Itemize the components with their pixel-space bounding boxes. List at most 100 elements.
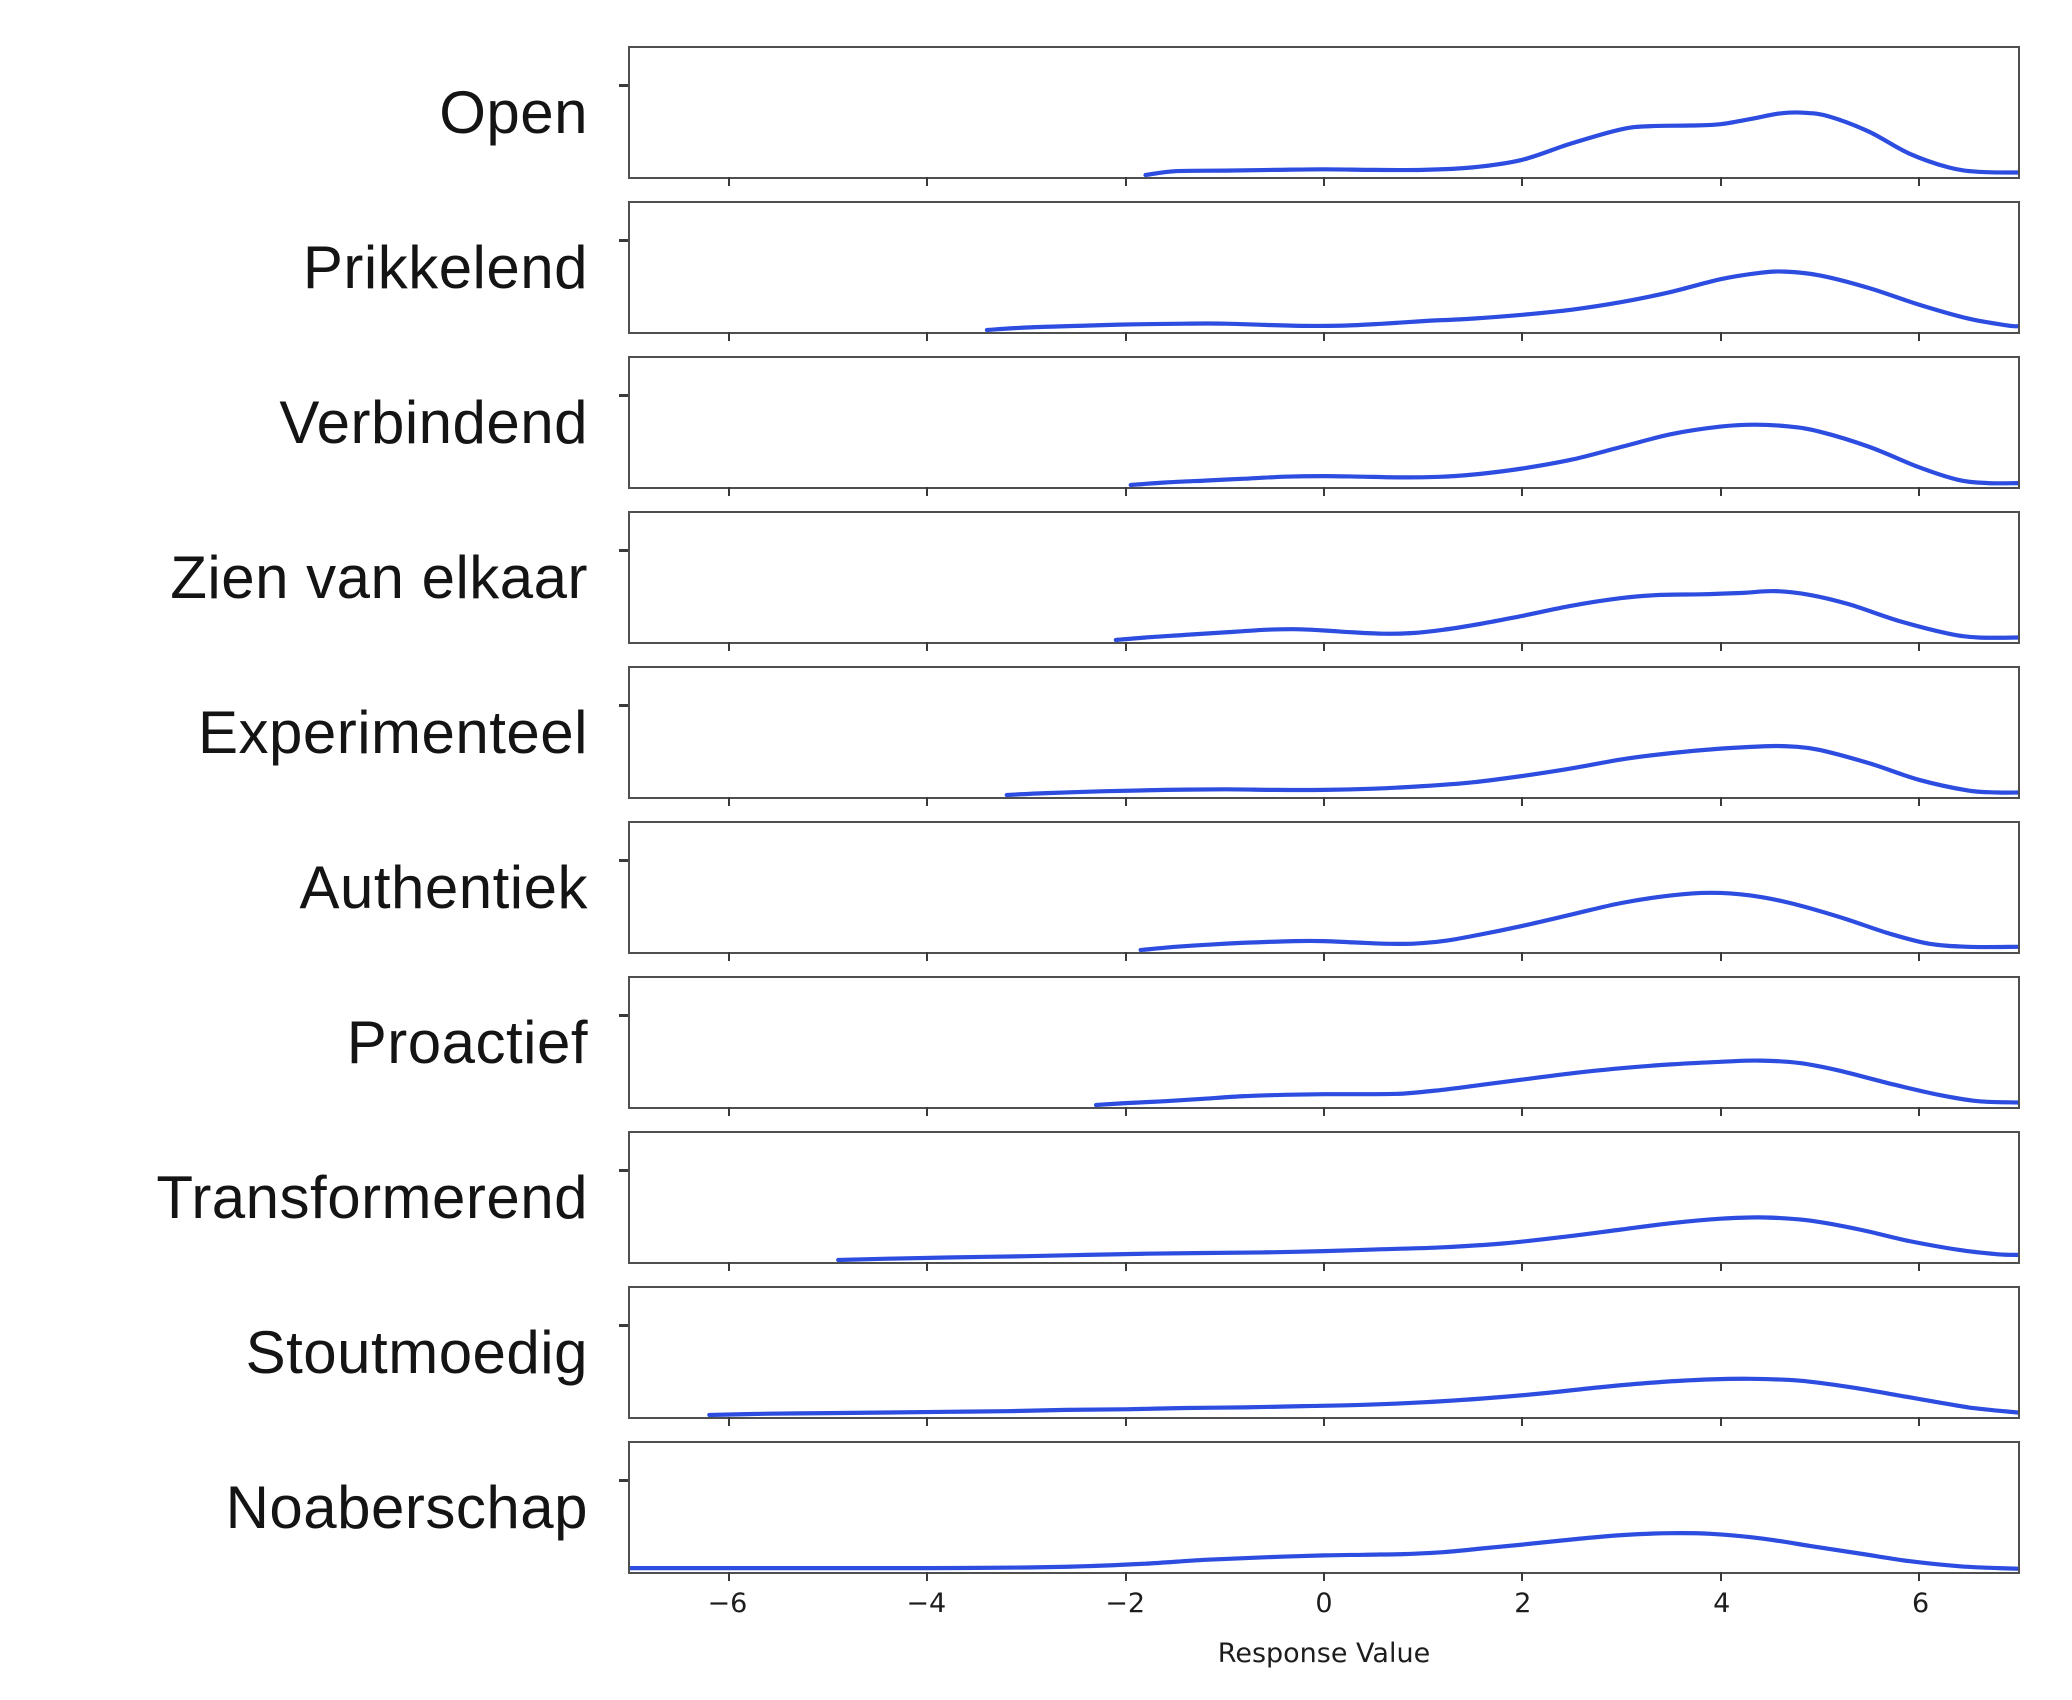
x-tick xyxy=(1521,642,1524,651)
kde-plot-svg xyxy=(1093,1058,2018,1107)
x-tick xyxy=(1124,1262,1127,1271)
x-tick xyxy=(728,177,731,186)
x-tick xyxy=(926,642,929,651)
x-tick-label: 6 xyxy=(1911,1588,1930,1619)
x-tick xyxy=(1521,487,1524,496)
x-tick xyxy=(1917,797,1920,806)
x-tick xyxy=(926,1572,929,1581)
x-tick xyxy=(926,177,929,186)
kde-plot-svg xyxy=(836,1215,2018,1262)
plot-area xyxy=(619,356,2020,496)
y-tick xyxy=(619,1169,628,1173)
y-tick xyxy=(619,1324,628,1328)
subplot-row: Proactief xyxy=(0,976,2072,1131)
row-label: Verbindend xyxy=(279,388,588,456)
x-tick xyxy=(1124,177,1127,186)
x-tick xyxy=(728,1107,731,1116)
x-tick xyxy=(1323,952,1325,961)
y-tick xyxy=(619,1479,628,1483)
x-tick xyxy=(926,487,929,496)
x-tick-label: 2 xyxy=(1514,1588,1532,1619)
y-tick xyxy=(619,859,628,863)
x-tick xyxy=(1124,797,1127,806)
kde-curve xyxy=(984,269,2018,332)
subplot-row: Open xyxy=(0,46,2072,201)
x-tick xyxy=(1719,1107,1722,1116)
x-tick xyxy=(1521,1107,1524,1116)
subplot-row: Prikkelend xyxy=(0,201,2072,356)
x-tick xyxy=(1521,1572,1524,1581)
plot-area xyxy=(619,1131,2020,1271)
x-tick xyxy=(1323,177,1325,186)
x-tick xyxy=(1124,487,1127,496)
kde-plot-svg xyxy=(1004,743,2018,797)
x-tick xyxy=(728,1417,731,1426)
x-tick xyxy=(1521,797,1524,806)
x-tick xyxy=(1917,642,1920,651)
row-label: Stoutmoedig xyxy=(245,1318,588,1386)
x-tick xyxy=(1719,1572,1722,1581)
kde-curve xyxy=(1093,1058,2018,1107)
kde-curve xyxy=(836,1215,2018,1262)
x-tick-label: −2 xyxy=(1105,1588,1146,1619)
x-tick xyxy=(1719,1262,1722,1271)
y-tick xyxy=(619,84,628,88)
plot-area xyxy=(619,1286,2020,1426)
x-tick xyxy=(1323,332,1325,341)
x-tick-label: 4 xyxy=(1713,1588,1731,1619)
kde-curve xyxy=(630,1530,2018,1571)
x-tick xyxy=(1917,332,1920,341)
row-label: Prikkelend xyxy=(302,233,588,301)
y-tick xyxy=(619,1014,628,1018)
subplot-row: Authentiek xyxy=(0,821,2072,976)
kde-plot-svg xyxy=(707,1376,2018,1417)
row-label: Open xyxy=(439,78,588,146)
kde-plot-svg xyxy=(1138,890,2018,952)
x-tick xyxy=(1124,1107,1127,1116)
x-tick xyxy=(728,332,731,341)
x-tick xyxy=(1521,1262,1524,1271)
kde-curve xyxy=(1138,890,2018,952)
row-label: Proactief xyxy=(346,1008,588,1076)
x-tick xyxy=(728,1262,731,1271)
x-tick xyxy=(1917,1417,1920,1426)
subplot-row: Zien van elkaar xyxy=(0,511,2072,666)
x-tick xyxy=(728,797,731,806)
y-tick xyxy=(619,549,628,553)
x-tick xyxy=(1719,797,1722,806)
x-tick xyxy=(1719,332,1722,341)
x-tick xyxy=(1719,177,1722,186)
kde-plot-svg xyxy=(630,1530,2018,1571)
x-tick xyxy=(1719,642,1722,651)
x-tick xyxy=(1323,1262,1325,1271)
x-tick xyxy=(926,1262,929,1271)
x-tick xyxy=(1719,487,1722,496)
x-tick xyxy=(1521,952,1524,961)
y-tick xyxy=(619,704,628,708)
x-tick-label: −6 xyxy=(707,1588,748,1619)
x-tick xyxy=(728,642,731,651)
row-label: Zien van elkaar xyxy=(170,543,588,611)
x-tick xyxy=(1917,952,1920,961)
subplot-stack: Open Prikkelend Verbindend Zien van elka… xyxy=(0,46,2072,1596)
kde-curve xyxy=(1004,743,2018,797)
x-tick xyxy=(1323,1417,1325,1426)
x-tick xyxy=(1124,952,1127,961)
x-tick xyxy=(1917,1572,1920,1581)
subplot-row: Experimenteel xyxy=(0,666,2072,821)
x-tick-label: −4 xyxy=(906,1588,947,1619)
x-tick xyxy=(1323,1572,1325,1581)
plot-area xyxy=(619,46,2020,186)
y-tick xyxy=(619,394,628,398)
kde-curve xyxy=(707,1376,2018,1417)
x-tick xyxy=(926,1107,929,1116)
x-tick xyxy=(926,332,929,341)
x-tick xyxy=(1521,1417,1524,1426)
x-tick-label: 0 xyxy=(1315,1588,1333,1619)
x-tick xyxy=(1521,177,1524,186)
kde-curve xyxy=(1128,422,2018,487)
x-axis-label: Response Value xyxy=(1217,1638,1431,1669)
x-tick xyxy=(1917,1107,1920,1116)
subplot-row: Noaberschap xyxy=(0,1441,2072,1596)
